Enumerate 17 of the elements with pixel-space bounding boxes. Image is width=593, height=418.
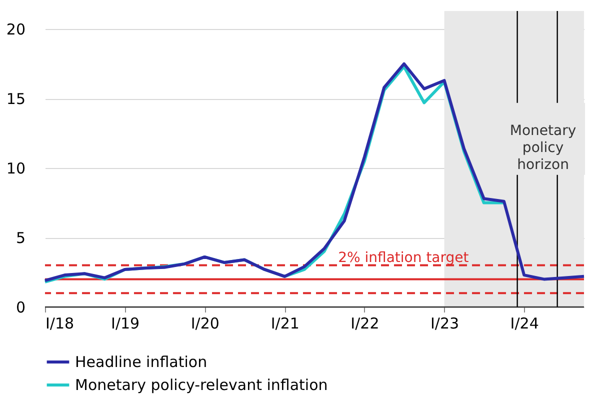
line-series — [44, 62, 586, 282]
y-tick-label: 15 — [6, 90, 26, 108]
x-tick-label: I/21 — [270, 314, 300, 332]
x-tick-label: I/22 — [350, 314, 380, 332]
y-tick-label: 5 — [16, 229, 26, 248]
x-tick-label: I/23 — [430, 314, 460, 332]
y-tick-label: 10 — [6, 160, 26, 178]
legend-label: Monetary policy-relevant inflation — [75, 376, 328, 394]
annotation: Monetary policy horizon — [510, 122, 576, 173]
y-tick-label: 20 — [6, 20, 26, 39]
ref-line-label: 2% inflation target — [338, 250, 470, 266]
y-tick-label: 0 — [16, 298, 26, 316]
x-tick-label: I/19 — [111, 314, 140, 332]
x-tick-label: I/20 — [190, 314, 220, 332]
x-tick-label: I/24 — [510, 314, 539, 332]
legend-label: Headline inflation — [75, 353, 208, 371]
x-tick-label: I/18 — [46, 314, 74, 332]
